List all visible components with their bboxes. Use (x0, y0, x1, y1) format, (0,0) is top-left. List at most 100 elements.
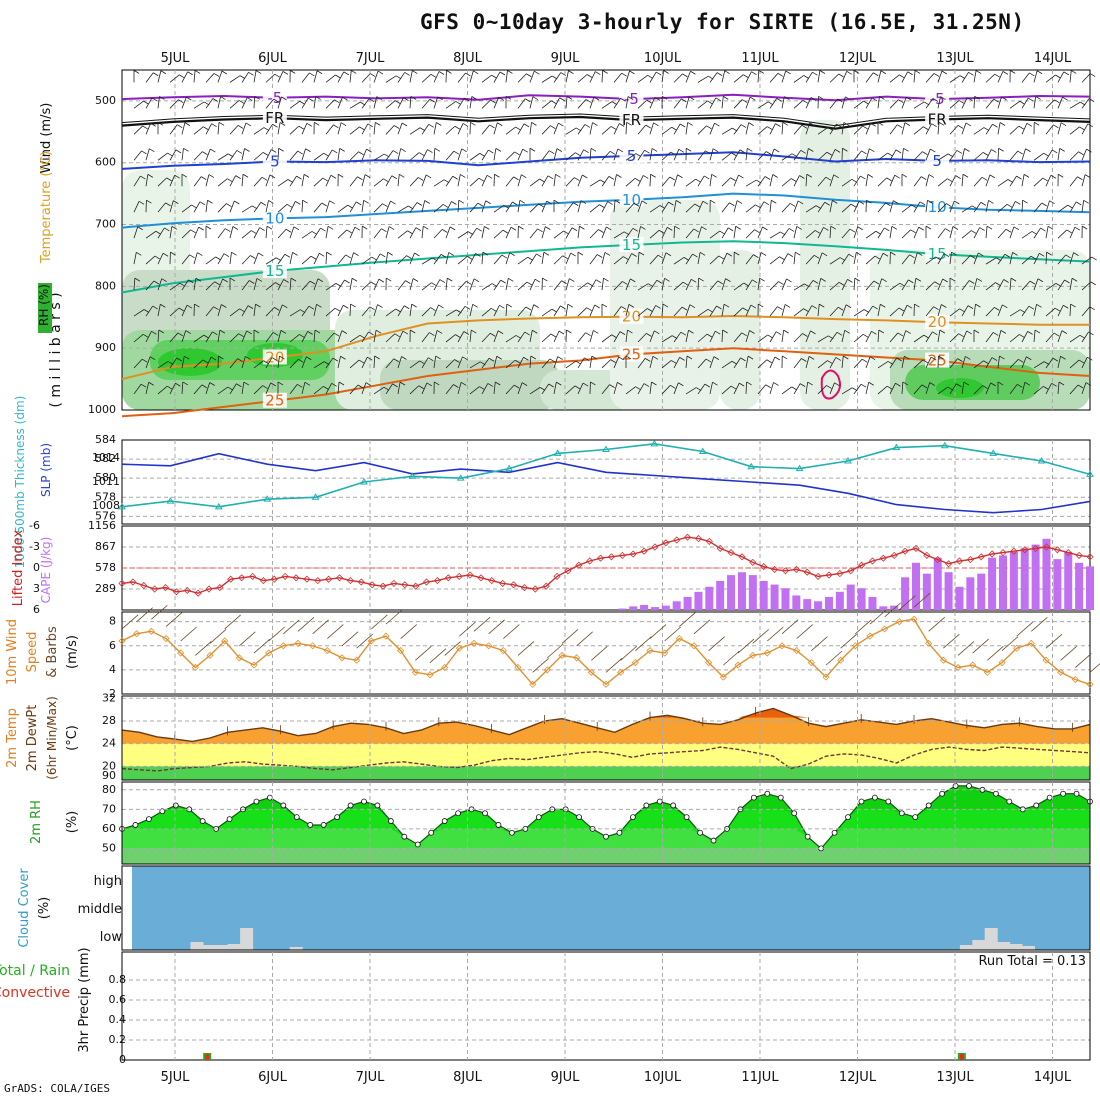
wind-barb-flag (1037, 278, 1044, 283)
wind-barb-flag (785, 70, 791, 75)
wind-barb (793, 200, 799, 213)
surface-wind-barb (356, 633, 373, 649)
wind-barb-flag (526, 73, 532, 78)
wind-barb-flag (621, 306, 627, 310)
wind-barb (673, 357, 680, 369)
wind-barb-flag (734, 251, 740, 256)
wind-barb (493, 204, 505, 213)
wind-barb-flag (753, 254, 759, 258)
wind-barb-flag (1015, 201, 1021, 205)
wind-barb (901, 204, 912, 213)
wind-barb (889, 99, 899, 109)
cape-bar (683, 596, 692, 610)
wind-barb-flag (414, 252, 420, 257)
wind-marker (133, 630, 141, 638)
rh-marker (1060, 790, 1067, 797)
wind-barb-flag (334, 307, 341, 312)
wind-barb-flag (931, 123, 937, 128)
wind-barb (505, 126, 516, 135)
wind-barb (541, 358, 551, 369)
wind-barb (349, 101, 361, 109)
wind-barb-flag (875, 230, 882, 235)
precip-bg (122, 952, 1090, 1060)
wind-barb (757, 126, 768, 135)
wind-barb-flag (363, 199, 369, 204)
wind-barb-flag (1058, 173, 1064, 178)
wind-barb (949, 175, 956, 187)
wind-barb-flag (175, 382, 181, 387)
wind-barb-flag (935, 256, 941, 261)
wind-barb (877, 70, 882, 83)
wind-barb-flag (434, 381, 440, 386)
wind-barb (505, 201, 513, 213)
wind-barb (481, 252, 484, 265)
wind-barb (649, 122, 654, 135)
wind-barb (829, 332, 838, 343)
low-cloud-bar (959, 945, 973, 950)
wind-barb-flag (261, 176, 268, 181)
wind-barb-flag (555, 173, 561, 178)
wind-barb-flag (410, 329, 416, 334)
thickness-marker (1037, 457, 1046, 464)
wind-barb (865, 255, 876, 265)
surface-wind-barb (913, 592, 931, 608)
x-tick-bottom: 5JUL (161, 1070, 191, 1085)
wind-barb-flag (582, 174, 588, 179)
wind-barb (289, 359, 299, 369)
wind-barb (313, 96, 317, 109)
li-marker (390, 579, 398, 587)
wind-barb-flag (899, 282, 906, 287)
cloud-frame (121, 865, 1091, 951)
wind-barb-flag (949, 277, 956, 282)
wind-barb-flag (482, 251, 489, 256)
wind-barb (145, 331, 152, 343)
wind-barb-flag (706, 125, 712, 130)
wind-barb-flag (846, 70, 852, 75)
wind-barb-flag (975, 70, 982, 74)
wind-barb-flag (392, 150, 399, 154)
wind-barb (229, 200, 235, 213)
wind-barb (493, 122, 498, 135)
wind-barb-flag (321, 202, 327, 207)
wind-barb (505, 384, 515, 395)
wind-barb (469, 153, 481, 161)
wind-barb-flag (1058, 381, 1065, 386)
wind-barb (565, 127, 577, 135)
wind-barb (229, 175, 236, 187)
wind-barb-flag (601, 303, 608, 308)
wind-barb-flag (1061, 330, 1068, 334)
wind-barb (913, 176, 922, 187)
wind-barb-flag (465, 280, 472, 285)
wind-barb (637, 226, 641, 239)
wind-barb (385, 252, 389, 265)
li-marker (586, 557, 594, 565)
wind-barb (217, 122, 220, 135)
wind-barb-flag (703, 175, 710, 180)
wind-barb-flag (345, 254, 351, 259)
wind-barb (961, 205, 973, 213)
isotherm-label: -5 (930, 90, 945, 108)
wind-barb (349, 384, 359, 395)
wind-barb-flag (550, 333, 557, 338)
wind-marker (367, 637, 375, 645)
wind-barb-flag (307, 97, 314, 102)
wind-barb (1057, 254, 1067, 265)
wind-barb-flag (641, 200, 648, 205)
cape-bar (835, 591, 844, 610)
wind-barb (373, 330, 377, 343)
wind-barb-flag (238, 100, 245, 104)
wind-barb (661, 176, 671, 187)
wind-barb (337, 204, 348, 213)
wind-barb (625, 96, 629, 109)
li-marker (401, 581, 409, 589)
li-marker (1042, 543, 1051, 551)
wind-barb (745, 330, 750, 343)
wind-barb-flag (706, 333, 713, 338)
wind-barb (925, 73, 935, 83)
wind-barb-flag (378, 278, 385, 283)
wind-barb-flag (1042, 177, 1048, 182)
wind-barb-flag (982, 152, 989, 156)
wind-barb (589, 96, 595, 109)
wind-barb-flag (310, 255, 317, 260)
surface-wind-barb (708, 636, 725, 651)
